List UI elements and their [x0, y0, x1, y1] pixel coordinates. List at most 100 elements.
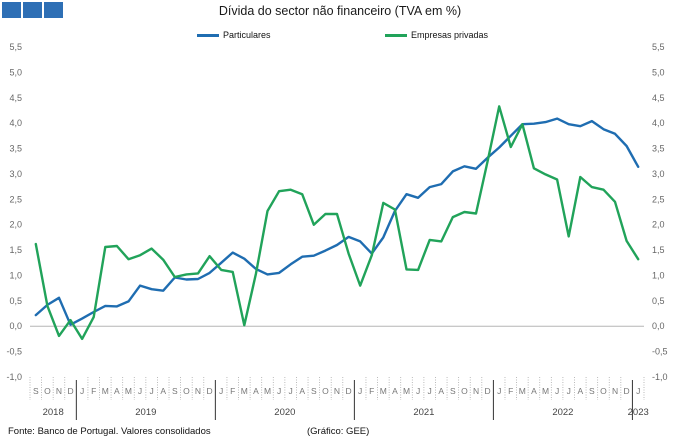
y-tick-label-right: 3,5	[652, 144, 665, 154]
x-tick-label: M	[403, 386, 410, 396]
x-tick-label: O	[600, 386, 607, 396]
y-tick-label-right: 2,0	[652, 220, 665, 230]
y-tick-label-left: 2,0	[9, 220, 22, 230]
y-tick-label-right: 1,5	[652, 245, 665, 255]
y-tick-label-right: 3,0	[652, 169, 665, 179]
x-tick-label: O	[44, 386, 51, 396]
x-tick-label: J	[138, 386, 142, 396]
y-tick-label-right: 5,0	[652, 67, 665, 77]
x-tick-label: J	[219, 386, 223, 396]
y-tick-label-right: 1,0	[652, 270, 665, 280]
y-tick-label-left: 4,0	[9, 118, 22, 128]
x-tick-label: N	[56, 386, 62, 396]
x-tick-label: N	[334, 386, 340, 396]
y-tick-label-left: 3,0	[9, 169, 22, 179]
y-tick-label-left: 4,5	[9, 93, 22, 103]
x-tick-label: O	[183, 386, 190, 396]
y-tick-label-left: -0,5	[6, 347, 22, 357]
x-tick-label: S	[450, 386, 456, 396]
y-tick-label-left: 1,0	[9, 270, 22, 280]
x-tick-label: F	[91, 386, 96, 396]
x-tick-label: A	[577, 386, 583, 396]
credit-note: (Gráfico: GEE)	[307, 426, 370, 437]
x-tick-label: A	[299, 386, 305, 396]
logo-square-3	[44, 2, 63, 18]
x-tick-label: J	[358, 386, 362, 396]
x-tick-label: M	[102, 386, 109, 396]
x-tick-label: J	[497, 386, 501, 396]
y-tick-label-right: 4,0	[652, 118, 665, 128]
y-tick-label-left: 3,5	[9, 144, 22, 154]
x-tick-label: F	[369, 386, 374, 396]
x-tick-label: O	[461, 386, 468, 396]
logo-square-2	[23, 2, 42, 18]
x-tick-label: S	[172, 386, 178, 396]
x-tick-label: M	[241, 386, 248, 396]
y-tick-label-left: -1,0	[6, 372, 22, 382]
x-tick-label: M	[542, 386, 549, 396]
x-tick-label: J	[289, 386, 293, 396]
x-tick-label: S	[33, 386, 39, 396]
x-tick-label: D	[624, 386, 630, 396]
legend-particulares-swatch	[197, 34, 219, 38]
legend-empresas-swatch	[385, 34, 407, 38]
year-label: 2020	[274, 407, 295, 418]
x-tick-label: J	[150, 386, 154, 396]
year-label: 2023	[628, 407, 649, 418]
x-tick-label: M	[264, 386, 271, 396]
x-tick-label: F	[508, 386, 513, 396]
x-tick-label: D	[485, 386, 491, 396]
year-label: 2019	[135, 407, 156, 418]
x-tick-label: M	[125, 386, 132, 396]
series-line-empresas-privadas	[34, 105, 640, 341]
y-tick-label-left: 0,5	[9, 296, 22, 306]
y-tick-label-right: 0,5	[652, 296, 665, 306]
x-tick-label: J	[80, 386, 84, 396]
x-tick-label: A	[392, 386, 398, 396]
legend-particulares-label: Particulares	[223, 30, 271, 40]
x-tick-label: S	[589, 386, 595, 396]
chart-title: Dívida do sector não financeiro (TVA em …	[218, 4, 462, 18]
x-tick-label: D	[67, 386, 73, 396]
year-label: 2018	[43, 407, 64, 418]
logo-square-1	[2, 2, 21, 18]
y-tick-label-left: 2,5	[9, 194, 22, 204]
y-tick-label-right: 0,0	[652, 321, 665, 331]
x-tick-label: N	[612, 386, 618, 396]
x-tick-label: N	[195, 386, 201, 396]
source-note: Fonte: Banco de Portugal. Valores consol…	[8, 426, 211, 437]
x-tick-label: F	[230, 386, 235, 396]
x-tick-label: A	[253, 386, 259, 396]
y-tick-label-right: 2,5	[652, 194, 665, 204]
y-tick-label-left: 0,0	[9, 321, 22, 331]
y-tick-label-left: 5,5	[9, 42, 22, 52]
y-tick-label-left: 1,5	[9, 245, 22, 255]
legend-empresas-label: Empresas privadas	[411, 30, 489, 40]
x-tick-label: J	[416, 386, 420, 396]
x-tick-label: J	[277, 386, 281, 396]
x-tick-label: A	[438, 386, 444, 396]
x-tick-label: O	[322, 386, 329, 396]
x-tick-label: J	[636, 386, 640, 396]
y-tick-label-right: 4,5	[652, 93, 665, 103]
series-line-particulares	[34, 117, 640, 326]
x-tick-label: M	[380, 386, 387, 396]
y-tick-label-left: 5,0	[9, 67, 22, 77]
x-tick-label: J	[428, 386, 432, 396]
legend-empresas: Empresas privadas	[385, 30, 488, 40]
x-tick-label: A	[531, 386, 537, 396]
x-tick-label: D	[206, 386, 212, 396]
x-tick-label: A	[160, 386, 166, 396]
year-label: 2021	[413, 407, 434, 418]
y-tick-label-right: -1,0	[652, 372, 668, 382]
x-tick-label: S	[311, 386, 317, 396]
x-tick-label: J	[567, 386, 571, 396]
legend-particulares: Particulares	[197, 30, 271, 40]
y-tick-label-right: -0,5	[652, 347, 668, 357]
year-label: 2022	[552, 407, 573, 418]
x-tick-label: D	[346, 386, 352, 396]
x-tick-label: A	[114, 386, 120, 396]
y-tick-label-right: 5,5	[652, 42, 665, 52]
x-tick-label: M	[519, 386, 526, 396]
